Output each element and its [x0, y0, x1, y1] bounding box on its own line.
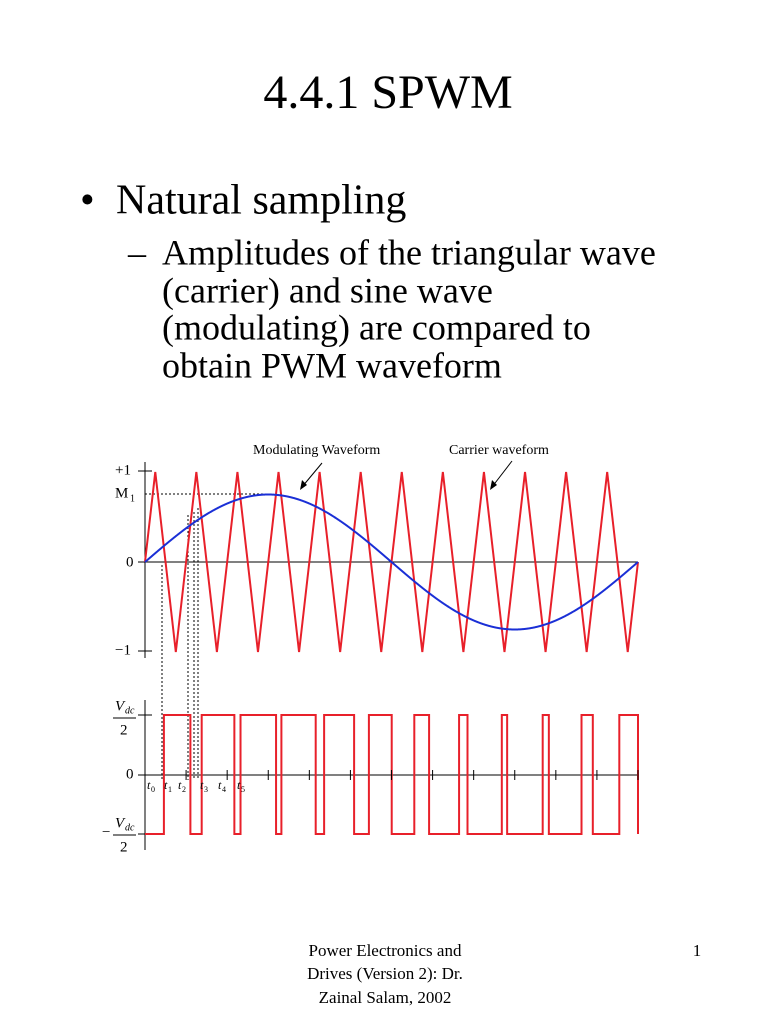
axis-label: V: [115, 815, 126, 831]
arrow: [491, 460, 513, 488]
slide-title: 4.4.1 SPWM: [263, 66, 512, 119]
sub-bullet-line: (carrier) and sine wave: [162, 270, 493, 310]
pwm-wave: [145, 714, 639, 835]
footer-line: Zainal Salam, 2002: [319, 988, 452, 1007]
arrow: [301, 462, 323, 488]
arrow-head: [300, 480, 307, 490]
arrow-head: [490, 480, 497, 490]
axis-label: 2: [120, 839, 128, 855]
axis-label: M: [115, 485, 128, 501]
time-label: t: [178, 778, 182, 792]
sub-bullet-line: (modulating) are compared to: [162, 307, 591, 347]
axis-label: −1: [115, 642, 131, 658]
modulating-wave: [144, 493, 639, 631]
time-label-sub: 1: [168, 785, 172, 794]
axis-label: −: [102, 824, 110, 840]
spwm-diagram: Modulating Waveform Carrier waveform +1 …: [102, 443, 639, 855]
time-label-sub: 2: [182, 785, 186, 794]
footer-line: Drives (Version 2): Dr.: [307, 964, 463, 983]
time-label: t: [200, 778, 204, 792]
axis-label: 2: [120, 722, 128, 738]
time-label-sub: 4: [222, 785, 226, 794]
axis-label-sub: dc: [125, 822, 135, 833]
sub-bullet-line: obtain PWM waveform: [162, 345, 502, 385]
axis-label: +1: [115, 462, 131, 478]
axis-label: V: [115, 698, 126, 714]
time-label-sub: 5: [241, 785, 245, 794]
time-label: t: [164, 778, 168, 792]
sub-bullet-marker: –: [127, 232, 147, 272]
time-label: t: [237, 778, 241, 792]
page-number: 1: [693, 941, 702, 960]
footer-line: Power Electronics and: [309, 941, 462, 960]
annotation: Carrier waveform: [449, 443, 549, 458]
time-label: t: [147, 778, 151, 792]
axis-label: 0: [126, 554, 134, 570]
axis-label-sub: 1: [130, 493, 135, 504]
time-label: t: [218, 778, 222, 792]
time-label-sub: 0: [151, 785, 155, 794]
axis-label-sub: dc: [125, 705, 135, 716]
sub-bullet-line: Amplitudes of the triangular wave: [162, 232, 656, 272]
time-label-sub: 3: [204, 785, 208, 794]
bullet-text: Natural sampling: [116, 178, 406, 224]
axis-label: 0: [126, 766, 134, 782]
annotation: Modulating Waveform: [253, 443, 380, 458]
bullet-marker: •: [80, 178, 95, 224]
